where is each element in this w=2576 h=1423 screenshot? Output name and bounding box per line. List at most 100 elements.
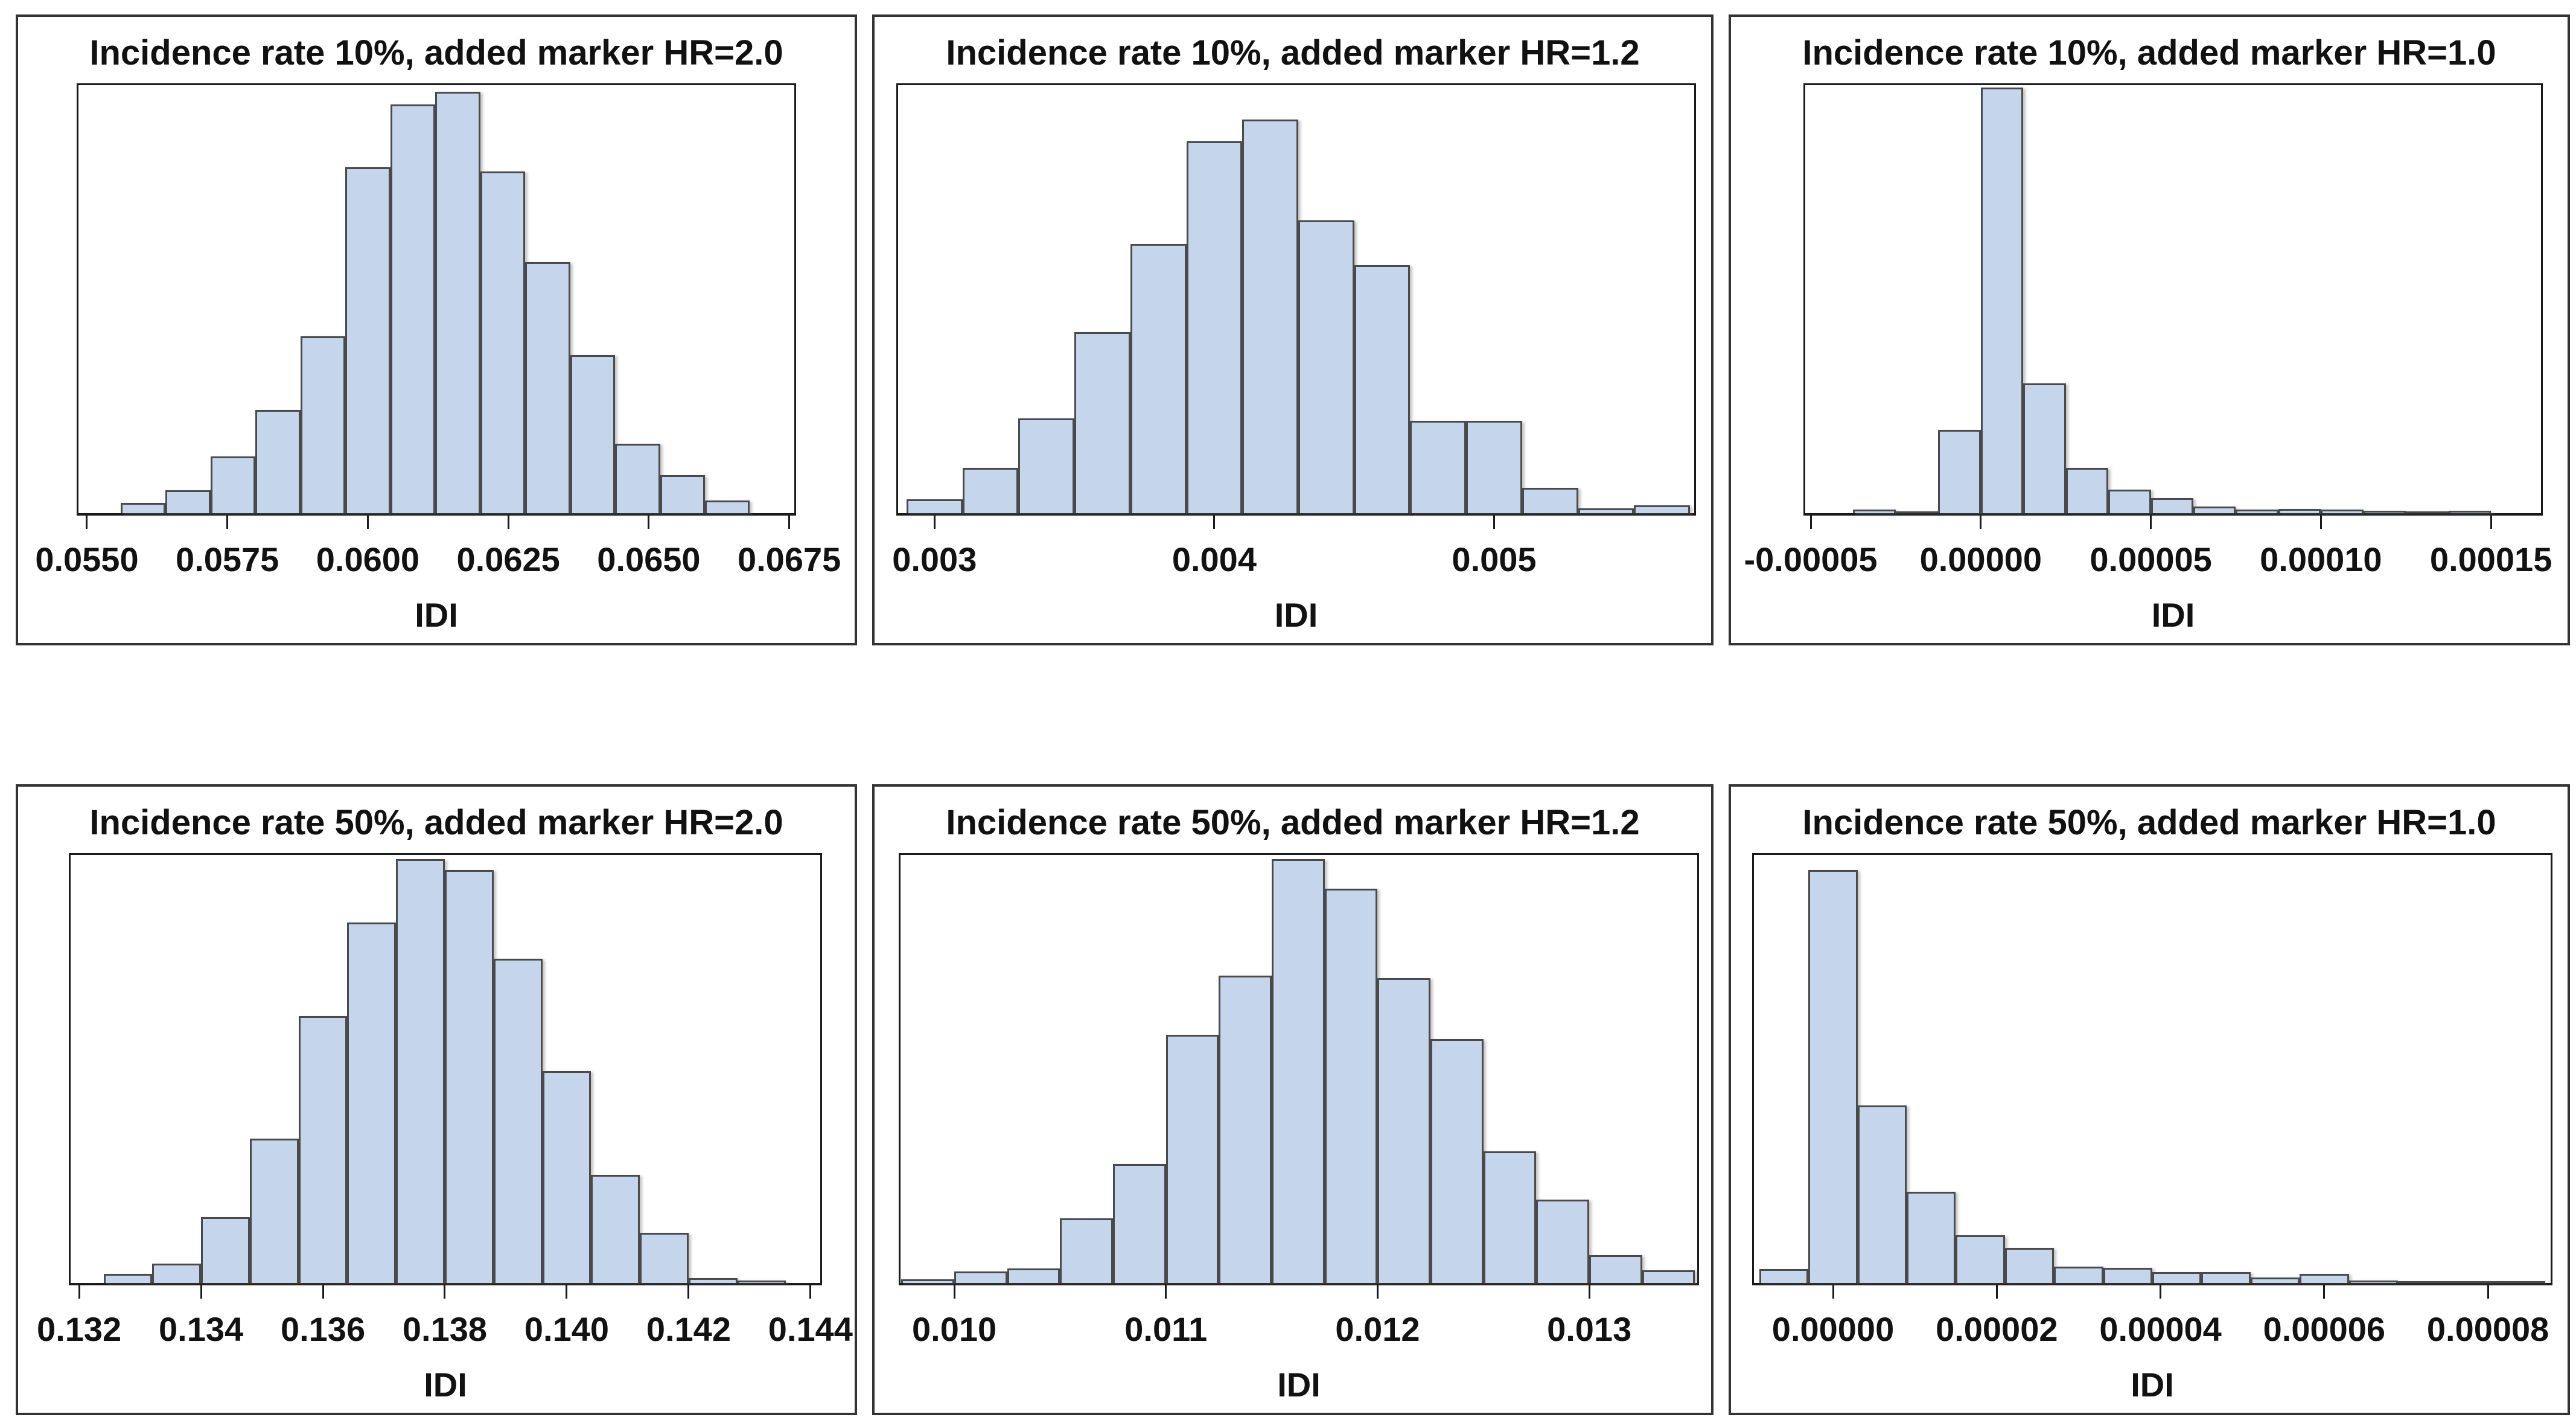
x-axis-tick [2150,516,2152,529]
x-axis-tick [2160,1285,2162,1299]
x-axis-tick-label: 0.0650 [597,540,701,578]
histogram-bar [1759,1269,1809,1283]
x-axis-tick [1213,516,1216,529]
x-axis-tick [1832,1285,1834,1299]
panel-ir50-hr20: Incidence rate 50%, added marker HR=2.0 … [16,784,857,1415]
x-axis-tick-label: 0.134 [159,1310,244,1348]
histogram-bar [901,1279,955,1283]
histogram-bar [962,468,1019,513]
histogram-bar [591,1175,640,1283]
panel-ir10-hr10: Incidence rate 10%, added marker HR=1.0 … [1729,14,2570,645]
x-axis-tick [1995,1285,1998,1299]
histogram-bar [1522,487,1578,513]
panel-title: Incidence rate 50%, added marker HR=2.0 [89,803,783,842]
histogram-bar [210,456,256,513]
histogram-bar [396,859,445,1283]
histogram-bar [103,1273,153,1283]
histogram-bar [1853,510,1896,513]
histogram-bar [1956,1235,2005,1283]
x-axis-tick-label: 0.010 [911,1310,997,1348]
x-axis-tick [933,516,936,529]
histogram-bar [2348,1280,2398,1283]
histogram-bar [2108,489,2151,513]
histogram-bar [2054,1266,2103,1283]
x-axis-tick-label: 0.00000 [1919,540,2042,578]
x-axis-tick [322,1285,324,1299]
x-axis-tick-label: 0.011 [1124,1310,1208,1348]
histogram-bar [1589,1255,1642,1283]
x-axis-tick-label: 0.136 [280,1310,366,1348]
histogram-bar [255,409,301,513]
x-axis-tick-label: 0.00004 [2099,1310,2222,1348]
x-axis-tick-label: 0.140 [524,1310,610,1348]
histogram-bar [2300,1273,2349,1283]
histogram-bar [120,502,166,513]
histogram-bar [525,262,570,513]
histogram-bar [2363,510,2406,513]
histogram-bar [1272,859,1325,1283]
histogram-bar [1907,1192,1956,1283]
histogram-bar [1130,243,1187,513]
x-axis-tick [566,1285,568,1299]
histogram-bar [435,91,480,513]
x-axis-tick [1376,1285,1379,1299]
histogram-bar [1007,1268,1060,1283]
x-axis-tick-label: 0.0550 [35,540,139,578]
histogram-bar [1074,331,1130,513]
histogram-bar [347,923,397,1283]
histogram-bar [2250,1278,2300,1283]
x-axis-tick [687,1285,690,1299]
x-axis-tick [1809,516,1812,529]
histogram-bar [906,499,963,513]
x-axis-tick [953,1285,955,1299]
x-axis-tick [200,1285,202,1299]
x-axis-tick [78,1285,80,1299]
histogram-bar [1165,1035,1219,1283]
x-axis-tick-label: 0.138 [402,1310,488,1348]
histogram-bar [640,1233,689,1283]
x-axis-tick-label: 0.0600 [316,540,420,578]
histogram-bar [1642,1270,1695,1283]
histogram-bar [660,475,705,513]
histogram-bar [1324,889,1378,1283]
histogram-bar [1536,1200,1590,1283]
x-axis-tick-label: 0.00002 [1936,1310,2058,1348]
histogram-bar [2023,383,2066,513]
histogram-bar [688,1278,738,1283]
panel-ir10-hr12: Incidence rate 10%, added marker HR=1.2 … [872,14,1714,645]
x-axis-tick-label: -0.00005 [1744,540,1878,578]
histogram-bar [1298,220,1354,513]
histogram-bar [1857,1105,1907,1283]
x-axis-tick [648,516,650,529]
x-axis-tick-label: 0.00005 [2090,540,2212,578]
histogram-bar [2397,1281,2447,1283]
histogram-bar [1808,869,1858,1283]
histogram-bar [2152,1272,2202,1283]
histogram-bar [1895,511,1939,513]
plot-area [896,83,1696,516]
histogram-bar [201,1217,250,1283]
x-axis-tick [2490,516,2492,529]
histogram-bar [249,1139,299,1283]
x-axis-tick [1588,1285,1590,1299]
x-axis-tick-label: 0.003 [892,540,977,578]
histogram-bar [165,490,211,513]
histogram-bar [1980,87,2024,513]
plot-area [1803,83,2543,516]
histogram-bar [2278,508,2321,513]
histogram-bar [2496,1281,2546,1283]
histogram-bar [298,1015,348,1283]
panel-title: Incidence rate 10%, added marker HR=1.0 [1802,33,2496,72]
x-axis-label: IDI [2151,596,2195,634]
x-axis-tick [788,516,791,529]
histogram-bar [1354,265,1411,513]
histogram-bar [1430,1039,1484,1283]
histogram-bar [737,1280,786,1283]
x-axis-tick-label: 0.0675 [737,540,841,578]
x-axis-tick [2487,1285,2489,1299]
x-axis-tick-label: 0.00015 [2429,540,2552,578]
x-axis-tick-label: 0.0575 [176,540,279,578]
histogram-bar [2201,1272,2251,1283]
x-axis-tick-label: 0.0625 [456,540,560,578]
panel-title: Incidence rate 10%, added marker HR=2.0 [89,33,783,72]
